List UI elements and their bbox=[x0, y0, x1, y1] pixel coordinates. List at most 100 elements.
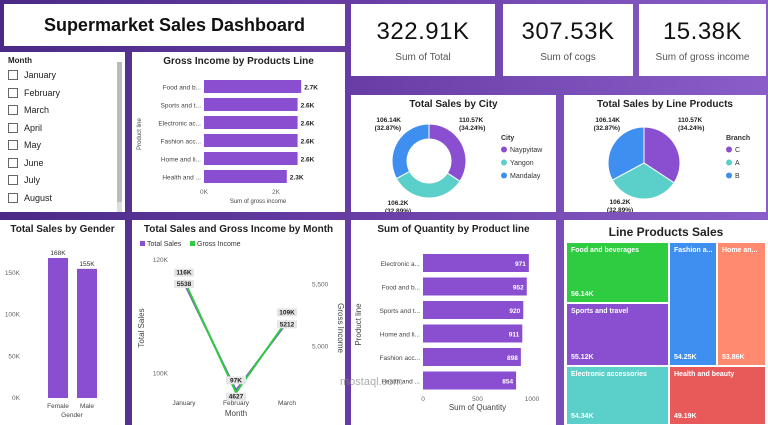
category-label: January bbox=[172, 400, 196, 407]
legend-label: Total Sales bbox=[147, 241, 182, 248]
legend-label: A bbox=[735, 160, 740, 167]
x-tick-label: 1000 bbox=[525, 396, 540, 403]
tile-value: 55.12K bbox=[571, 354, 594, 361]
tile-label: Electronic accessories bbox=[571, 371, 647, 378]
checkbox[interactable] bbox=[8, 175, 18, 185]
sales-by-month-card: Total Sales and Gross Income by Month To… bbox=[132, 220, 345, 425]
treemap-tile[interactable]: Food and beverages 56.14K bbox=[566, 242, 669, 303]
data-label: 4627 bbox=[229, 394, 244, 401]
kpi-label: Sum of gross income bbox=[655, 51, 750, 63]
data-label-value: 110.57K bbox=[459, 117, 484, 124]
chart-title: Sum of Quantity by Product line bbox=[377, 224, 530, 235]
checkbox[interactable] bbox=[8, 122, 18, 133]
kpi-label: Sum of Total bbox=[395, 51, 451, 63]
x-axis-label: Month bbox=[225, 409, 247, 418]
y-tick-label: 100K bbox=[5, 312, 21, 319]
data-label-percent: (32.87%) bbox=[375, 125, 401, 132]
data-label: 911 bbox=[509, 332, 520, 339]
month-option-august[interactable]: August bbox=[8, 191, 52, 205]
category-label: Fashion acc... bbox=[380, 355, 421, 362]
tile-label: Health and beauty bbox=[674, 371, 735, 378]
legend-marker bbox=[726, 159, 732, 166]
data-label: 854 bbox=[502, 379, 513, 386]
chart-title: Line Products Sales bbox=[608, 225, 724, 239]
y2-axis-label: Gross Income bbox=[336, 303, 345, 353]
month-option-july[interactable]: July bbox=[8, 173, 40, 187]
data-label: 97K bbox=[230, 377, 242, 384]
legend-marker bbox=[726, 172, 732, 179]
checkbox[interactable] bbox=[8, 157, 18, 168]
legend-label: Gross Income bbox=[197, 241, 241, 248]
bar bbox=[77, 268, 97, 398]
category-label: Sports and t... bbox=[380, 308, 421, 315]
chart-title: Gross Income by Products Line bbox=[163, 56, 314, 67]
kpi-value: 15.38K bbox=[662, 17, 743, 45]
category-label: Food and b... bbox=[382, 285, 420, 292]
checkbox[interactable] bbox=[8, 105, 18, 115]
bar bbox=[423, 277, 527, 296]
y-axis-label: Product line bbox=[137, 117, 143, 149]
tile-label: Food and beverages bbox=[571, 247, 640, 254]
month-label: July bbox=[24, 175, 41, 185]
line-products-sales-card: Line Products Sales Food and beverages 56… bbox=[564, 220, 768, 425]
sales-by-branch-chart: 110.57K(34.24%) 106.2K(32.89%) 106.14K(32.… bbox=[594, 117, 751, 212]
y-tick-label: 0K bbox=[12, 395, 21, 402]
checkbox[interactable] bbox=[8, 192, 18, 203]
data-label-bg bbox=[174, 280, 194, 289]
month-option-april[interactable]: April bbox=[8, 121, 42, 135]
category-label: Health and ... bbox=[381, 379, 420, 386]
kpi-gross-income: 15.38K Sum of gross income bbox=[639, 4, 766, 76]
bar bbox=[204, 134, 298, 147]
month-option-march[interactable]: March bbox=[8, 103, 49, 117]
data-label: 155K bbox=[79, 261, 95, 268]
treemap-tile[interactable]: Fashion a... 54.25K bbox=[669, 242, 717, 366]
month-option-may[interactable]: May bbox=[8, 138, 41, 152]
kpi-total: 322.91K Sum of Total bbox=[351, 4, 495, 76]
checkbox[interactable] bbox=[8, 70, 18, 80]
tile-value: 54.34K bbox=[571, 413, 594, 420]
data-label-percent: (32.89%) bbox=[607, 207, 633, 212]
category-label: February bbox=[223, 400, 250, 407]
legend-label: Naypyitaw bbox=[510, 147, 543, 154]
slicer-scrollbar[interactable] bbox=[117, 62, 122, 212]
gross-income-by-line-card: Gross Income by Products Line Food and b… bbox=[132, 52, 345, 212]
month-option-june[interactable]: June bbox=[8, 156, 44, 170]
data-label-bg bbox=[277, 320, 297, 329]
data-label: 2.7K bbox=[304, 85, 318, 92]
series-line-total-sales bbox=[183, 282, 288, 393]
treemap-chart: Food and beverages 56.14K Sports and trave… bbox=[566, 242, 766, 425]
treemap-tile[interactable]: Electronic accessories 54.34K bbox=[566, 366, 669, 425]
x-axis-label: Sum of gross income bbox=[230, 199, 287, 205]
bar bbox=[204, 80, 302, 93]
month-option-february[interactable]: February bbox=[8, 86, 60, 100]
bar bbox=[423, 254, 529, 272]
data-label-bg bbox=[174, 268, 194, 277]
month-option-january[interactable]: January bbox=[8, 68, 56, 82]
legend-label: C bbox=[735, 147, 740, 154]
title-card: Supermarket Sales Dashboard bbox=[4, 4, 345, 46]
legend-title: City bbox=[501, 135, 514, 142]
checkbox[interactable] bbox=[8, 87, 18, 98]
treemap-tile[interactable]: Sports and travel 55.12K bbox=[566, 303, 669, 366]
quantity-by-line-chart: Electronic a... 971 Food and b... 952 Sports… bbox=[354, 254, 540, 412]
treemap-tile[interactable]: Health and beauty 49.19K bbox=[669, 366, 766, 425]
sales-by-city-card: Total Sales by City 110.57K (34.24%) 106.2… bbox=[351, 95, 556, 212]
category-label: Electronic ac... bbox=[158, 121, 201, 128]
x-tick-label: 500 bbox=[472, 396, 483, 403]
pie-slice bbox=[395, 170, 461, 199]
y-axis-label: Product line bbox=[354, 303, 363, 346]
category-label: Home and li... bbox=[161, 157, 201, 164]
data-label: 898 bbox=[507, 355, 518, 362]
kpi-value: 322.91K bbox=[376, 17, 470, 45]
data-label-percent: (34.24%) bbox=[678, 125, 704, 132]
bar bbox=[423, 301, 524, 319]
kpi-label: Sum of cogs bbox=[540, 51, 596, 63]
quantity-by-line-card: Sum of Quantity by Product line Electron… bbox=[351, 220, 556, 425]
bar bbox=[423, 371, 517, 390]
checkbox[interactable] bbox=[8, 140, 18, 150]
treemap-tile[interactable]: Home an... 53.86K bbox=[717, 242, 766, 366]
legend-title: Branch bbox=[726, 135, 750, 142]
bar bbox=[204, 98, 298, 111]
series-line-gross-income bbox=[183, 279, 288, 395]
legend-marker bbox=[140, 241, 145, 246]
